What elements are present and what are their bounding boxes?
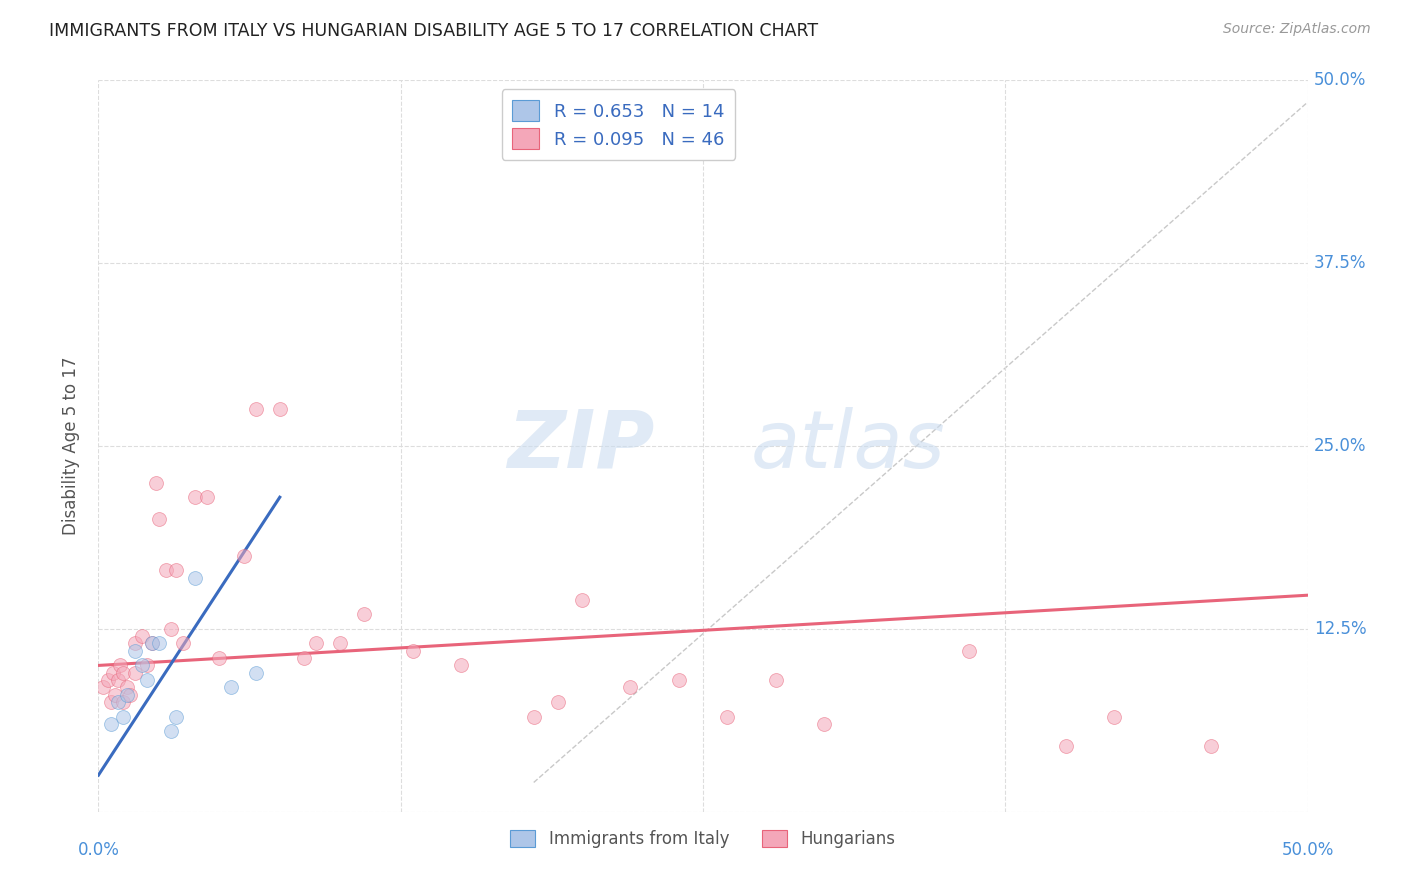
Point — [111, 695, 134, 709]
Point — [111, 709, 134, 723]
Point — [148, 636, 170, 650]
Point — [813, 717, 835, 731]
Point — [716, 709, 738, 723]
Point — [571, 592, 593, 607]
Point — [668, 673, 690, 687]
Point — [107, 673, 129, 687]
Point — [305, 636, 328, 650]
Point — [135, 673, 157, 687]
Point — [145, 475, 167, 490]
Point — [547, 695, 569, 709]
Point — [1199, 739, 1222, 753]
Point — [269, 402, 291, 417]
Point — [1054, 739, 1077, 753]
Point — [184, 490, 207, 504]
Text: 0.0%: 0.0% — [77, 841, 120, 859]
Point — [111, 665, 134, 680]
Text: atlas: atlas — [751, 407, 945, 485]
Text: 50.0%: 50.0% — [1313, 71, 1367, 89]
Point — [124, 644, 146, 658]
Point — [100, 695, 122, 709]
Point — [160, 724, 183, 739]
Y-axis label: Disability Age 5 to 17: Disability Age 5 to 17 — [62, 357, 80, 535]
Point — [91, 681, 114, 695]
Point — [160, 622, 183, 636]
Point — [195, 490, 218, 504]
Point — [141, 636, 163, 650]
Point — [148, 512, 170, 526]
Point — [118, 688, 141, 702]
Point — [292, 651, 315, 665]
Point — [124, 636, 146, 650]
Legend: Immigrants from Italy, Hungarians: Immigrants from Italy, Hungarians — [503, 823, 903, 855]
Text: 25.0%: 25.0% — [1313, 437, 1367, 455]
Point — [135, 658, 157, 673]
Text: ZIP: ZIP — [508, 407, 655, 485]
Point — [208, 651, 231, 665]
Point — [165, 709, 187, 723]
Point — [172, 636, 194, 650]
Point — [765, 673, 787, 687]
Point — [117, 688, 139, 702]
Point — [184, 571, 207, 585]
Point — [97, 673, 120, 687]
Point — [450, 658, 472, 673]
Point — [131, 658, 153, 673]
Point — [523, 709, 546, 723]
Text: IMMIGRANTS FROM ITALY VS HUNGARIAN DISABILITY AGE 5 TO 17 CORRELATION CHART: IMMIGRANTS FROM ITALY VS HUNGARIAN DISAB… — [49, 22, 818, 40]
Point — [108, 658, 131, 673]
Point — [165, 563, 187, 577]
Point — [117, 681, 139, 695]
Text: Source: ZipAtlas.com: Source: ZipAtlas.com — [1223, 22, 1371, 37]
Point — [232, 549, 254, 563]
Point — [101, 665, 124, 680]
Point — [141, 636, 163, 650]
Point — [221, 681, 243, 695]
Text: 12.5%: 12.5% — [1313, 620, 1367, 638]
Point — [131, 629, 153, 643]
Point — [104, 688, 127, 702]
Text: 50.0%: 50.0% — [1281, 841, 1334, 859]
Point — [245, 665, 267, 680]
Point — [107, 695, 129, 709]
Point — [353, 607, 375, 622]
Text: 37.5%: 37.5% — [1313, 254, 1367, 272]
Point — [155, 563, 177, 577]
Point — [100, 717, 122, 731]
Point — [245, 402, 267, 417]
Point — [329, 636, 352, 650]
Point — [957, 644, 980, 658]
Point — [124, 665, 146, 680]
Point — [619, 681, 641, 695]
Point — [1102, 709, 1125, 723]
Point — [402, 644, 425, 658]
